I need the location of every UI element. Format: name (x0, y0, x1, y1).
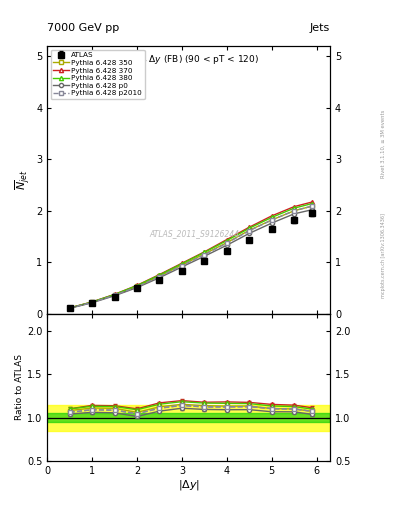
Y-axis label: Ratio to ATLAS: Ratio to ATLAS (15, 354, 24, 420)
Pythia 6.428 p2010 (224, 240, 229, 246)
Y-axis label: $\overline{N}_{jet}$: $\overline{N}_{jet}$ (14, 169, 33, 190)
Pythia 6.428 p0 (157, 274, 162, 281)
Pythia 6.428 350 (269, 217, 274, 223)
Text: Rivet 3.1.10, ≥ 3M events: Rivet 3.1.10, ≥ 3M events (381, 109, 386, 178)
Pythia 6.428 370 (67, 305, 72, 311)
Pythia 6.428 350 (310, 203, 314, 209)
Pythia 6.428 350 (180, 262, 184, 268)
Pythia 6.428 p0 (202, 253, 207, 260)
Pythia 6.428 p2010 (157, 273, 162, 280)
Pythia 6.428 380 (180, 261, 184, 267)
Pythia 6.428 370 (135, 282, 140, 288)
Pythia 6.428 370 (247, 224, 252, 230)
Pythia 6.428 370 (292, 204, 297, 210)
Line: Pythia 6.428 380: Pythia 6.428 380 (68, 201, 314, 310)
Pythia 6.428 p2010 (180, 263, 184, 269)
Pythia 6.428 350 (157, 273, 162, 279)
Text: mcplots.cern.ch [arXiv:1306.3436]: mcplots.cern.ch [arXiv:1306.3436] (381, 214, 386, 298)
Pythia 6.428 p0 (292, 211, 297, 217)
Text: ATLAS_2011_S9126244: ATLAS_2011_S9126244 (149, 229, 239, 238)
Pythia 6.428 p0 (224, 242, 229, 248)
Pythia 6.428 380 (269, 215, 274, 221)
Pythia 6.428 370 (90, 299, 94, 305)
Pythia 6.428 370 (224, 237, 229, 243)
Pythia 6.428 370 (269, 213, 274, 219)
Pythia 6.428 350 (67, 305, 72, 311)
Pythia 6.428 p0 (90, 300, 94, 306)
Pythia 6.428 370 (310, 199, 314, 205)
Pythia 6.428 380 (157, 272, 162, 278)
Pythia 6.428 p0 (180, 264, 184, 270)
Pythia 6.428 350 (292, 208, 297, 214)
Pythia 6.428 380 (292, 205, 297, 211)
Line: Pythia 6.428 p2010: Pythia 6.428 p2010 (68, 204, 314, 310)
X-axis label: $|\Delta y|$: $|\Delta y|$ (178, 478, 200, 493)
Pythia 6.428 p2010 (269, 217, 274, 223)
Pythia 6.428 p2010 (135, 284, 140, 290)
Pythia 6.428 p0 (67, 305, 72, 311)
Pythia 6.428 380 (90, 299, 94, 305)
Pythia 6.428 380 (224, 238, 229, 244)
Pythia 6.428 380 (135, 283, 140, 289)
Line: Pythia 6.428 370: Pythia 6.428 370 (68, 200, 314, 310)
Pythia 6.428 350 (112, 292, 117, 298)
Pythia 6.428 p0 (269, 220, 274, 226)
Pythia 6.428 350 (202, 251, 207, 257)
Pythia 6.428 350 (247, 227, 252, 233)
Legend: ATLAS, Pythia 6.428 350, Pythia 6.428 370, Pythia 6.428 380, Pythia 6.428 p0, Py: ATLAS, Pythia 6.428 350, Pythia 6.428 37… (51, 50, 145, 99)
Pythia 6.428 380 (310, 201, 314, 207)
Pythia 6.428 p0 (135, 285, 140, 291)
Pythia 6.428 p2010 (112, 292, 117, 298)
Pythia 6.428 p2010 (310, 203, 314, 209)
Line: Pythia 6.428 p0: Pythia 6.428 p0 (68, 208, 314, 310)
Pythia 6.428 p2010 (247, 228, 252, 234)
Pythia 6.428 p0 (247, 230, 252, 237)
Pythia 6.428 p2010 (67, 305, 72, 311)
Pythia 6.428 380 (112, 291, 117, 297)
Text: 7000 GeV pp: 7000 GeV pp (47, 23, 119, 33)
Pythia 6.428 350 (90, 299, 94, 305)
Pythia 6.428 350 (135, 283, 140, 289)
Pythia 6.428 380 (202, 249, 207, 255)
Pythia 6.428 350 (224, 240, 229, 246)
Text: Jets: Jets (310, 23, 330, 33)
Pythia 6.428 370 (202, 249, 207, 255)
Pythia 6.428 370 (112, 291, 117, 297)
Pythia 6.428 370 (180, 260, 184, 266)
Pythia 6.428 p0 (112, 293, 117, 299)
Line: Pythia 6.428 350: Pythia 6.428 350 (68, 204, 314, 310)
Pythia 6.428 p0 (310, 207, 314, 213)
Pythia 6.428 380 (247, 225, 252, 231)
Pythia 6.428 p2010 (292, 208, 297, 214)
Pythia 6.428 380 (67, 305, 72, 311)
Pythia 6.428 p2010 (90, 300, 94, 306)
Text: $N_{jet}$ vs $\Delta y$ (FB) (90 < pT < 120): $N_{jet}$ vs $\Delta y$ (FB) (90 < pT < … (118, 54, 259, 67)
Pythia 6.428 370 (157, 271, 162, 278)
Pythia 6.428 p2010 (202, 252, 207, 258)
